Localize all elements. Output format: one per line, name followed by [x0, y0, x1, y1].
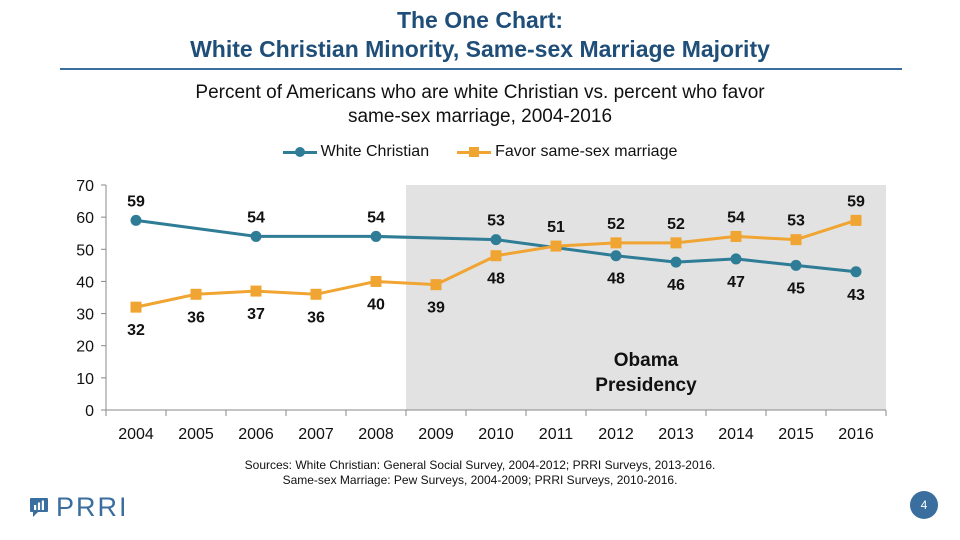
data-label-same-sex-marriage: 59 — [847, 193, 865, 210]
point-same-sex-marriage — [370, 275, 382, 287]
sources-line-1: Sources: White Christian: General Social… — [244, 458, 716, 472]
data-label-white-christian: 46 — [667, 277, 685, 294]
prri-logo: PRRI — [28, 492, 129, 523]
x-tick-label: 2009 — [418, 426, 454, 443]
y-tick-label: 60 — [76, 210, 94, 227]
page-number: 4 — [920, 498, 928, 512]
y-tick-label: 30 — [76, 307, 94, 324]
point-white-christian — [490, 234, 502, 246]
data-label-same-sex-marriage: 52 — [667, 216, 685, 233]
point-white-christian — [790, 259, 802, 271]
x-tick-label: 2008 — [358, 426, 394, 443]
x-tick-label: 2012 — [598, 426, 634, 443]
point-same-sex-marriage — [790, 234, 802, 246]
data-label-same-sex-marriage: 39 — [427, 300, 445, 317]
data-label-same-sex-marriage: 36 — [307, 309, 325, 326]
x-tick-label: 2011 — [539, 426, 574, 443]
point-same-sex-marriage — [310, 288, 322, 300]
title-divider — [60, 68, 902, 70]
data-label-white-christian: 45 — [787, 280, 805, 297]
legend-item-white-christian: White Christian — [282, 143, 430, 161]
x-tick-label: 2014 — [718, 426, 754, 443]
point-same-sex-marriage — [430, 279, 442, 291]
data-label-same-sex-marriage: 40 — [367, 296, 385, 313]
point-same-sex-marriage — [490, 250, 502, 262]
shaded-region-obama — [406, 185, 886, 410]
shaded-region-label-line-1: Obama — [614, 350, 679, 371]
data-label-same-sex-marriage: 54 — [727, 209, 745, 226]
legend-item-same-sex: Favor same-sex marriage — [457, 143, 677, 161]
y-tick-label: 10 — [76, 371, 94, 388]
page-number-badge: 4 — [910, 491, 938, 519]
slide-title: The One Chart: White Christian Minority,… — [0, 6, 960, 64]
legend-label-same-sex: Favor same-sex marriage — [495, 143, 678, 160]
prri-logo-icon — [30, 497, 48, 517]
data-label-white-christian: 48 — [607, 271, 625, 288]
point-same-sex-marriage — [730, 230, 742, 242]
point-same-sex-marriage — [670, 237, 682, 249]
x-tick-label: 2013 — [658, 426, 694, 443]
point-same-sex-marriage — [250, 285, 262, 297]
data-label-white-christian: 53 — [487, 213, 505, 230]
data-label-white-christian: 43 — [847, 287, 865, 304]
data-label-white-christian: 47 — [727, 274, 745, 291]
data-label-same-sex-marriage: 48 — [487, 271, 505, 288]
x-tick-label: 2005 — [178, 426, 214, 443]
data-label-same-sex-marriage: 36 — [187, 309, 205, 326]
line-chart: Obama Presidency 0 10 20 30 40 50 60 70 2004 2005 20… — [76, 178, 887, 443]
legend-swatch-same-sex — [457, 145, 492, 159]
data-label-white-christian: 54 — [247, 209, 265, 226]
sources-line-2: Same-sex Marriage: Pew Surveys, 2004-200… — [282, 473, 678, 487]
title-line-1: The One Chart: — [396, 7, 564, 33]
point-white-christian — [370, 230, 382, 242]
data-label-white-christian: 54 — [367, 209, 385, 226]
legend-swatch-white-christian — [282, 145, 317, 159]
y-tick-label: 20 — [76, 339, 94, 356]
chart-subtitle: Percent of Americans who are white Chris… — [0, 81, 960, 129]
point-same-sex-marriage — [130, 301, 142, 313]
point-white-christian — [670, 256, 682, 268]
point-white-christian — [250, 230, 262, 242]
y-tick-label: 50 — [76, 242, 94, 259]
point-white-christian — [730, 253, 742, 265]
point-white-christian — [850, 266, 862, 278]
point-same-sex-marriage — [610, 237, 622, 249]
x-tick-label: 2007 — [298, 426, 334, 443]
x-tick-label: 2015 — [778, 426, 814, 443]
point-same-sex-marriage — [550, 240, 562, 252]
title-line-2: White Christian Minority, Same-sex Marri… — [190, 36, 770, 62]
data-label-same-sex-marriage: 32 — [127, 322, 145, 339]
chart-legend: White Christian Favor same-sex marriage — [0, 143, 960, 161]
data-label-same-sex-marriage: 52 — [607, 216, 625, 233]
point-same-sex-marriage — [190, 288, 202, 300]
point-white-christian — [130, 214, 142, 226]
x-tick-label: 2010 — [478, 426, 514, 443]
subtitle-line-1: Percent of Americans who are white Chris… — [195, 82, 765, 103]
x-tick-label: 2006 — [238, 426, 274, 443]
data-label-same-sex-marriage: 53 — [787, 213, 805, 230]
y-tick-label: 0 — [85, 403, 94, 420]
sources-note: Sources: White Christian: General Social… — [0, 458, 960, 488]
point-white-christian — [610, 250, 622, 262]
data-label-white-christian: 59 — [127, 193, 145, 210]
data-label-same-sex-marriage: 37 — [247, 306, 265, 323]
y-tick-label: 40 — [76, 274, 94, 291]
shaded-region-label-line-2: Presidency — [595, 375, 697, 396]
y-tick-label: 70 — [76, 178, 94, 195]
data-label-same-sex-marriage: 51 — [547, 219, 565, 236]
legend-label-white-christian: White Christian — [320, 143, 430, 160]
x-tick-label: 2004 — [118, 426, 154, 443]
prri-logo-text: PRRI — [56, 492, 129, 522]
point-same-sex-marriage — [850, 214, 862, 226]
x-tick-label: 2016 — [838, 426, 874, 443]
subtitle-line-2: same-sex marriage, 2004-2016 — [347, 106, 613, 127]
